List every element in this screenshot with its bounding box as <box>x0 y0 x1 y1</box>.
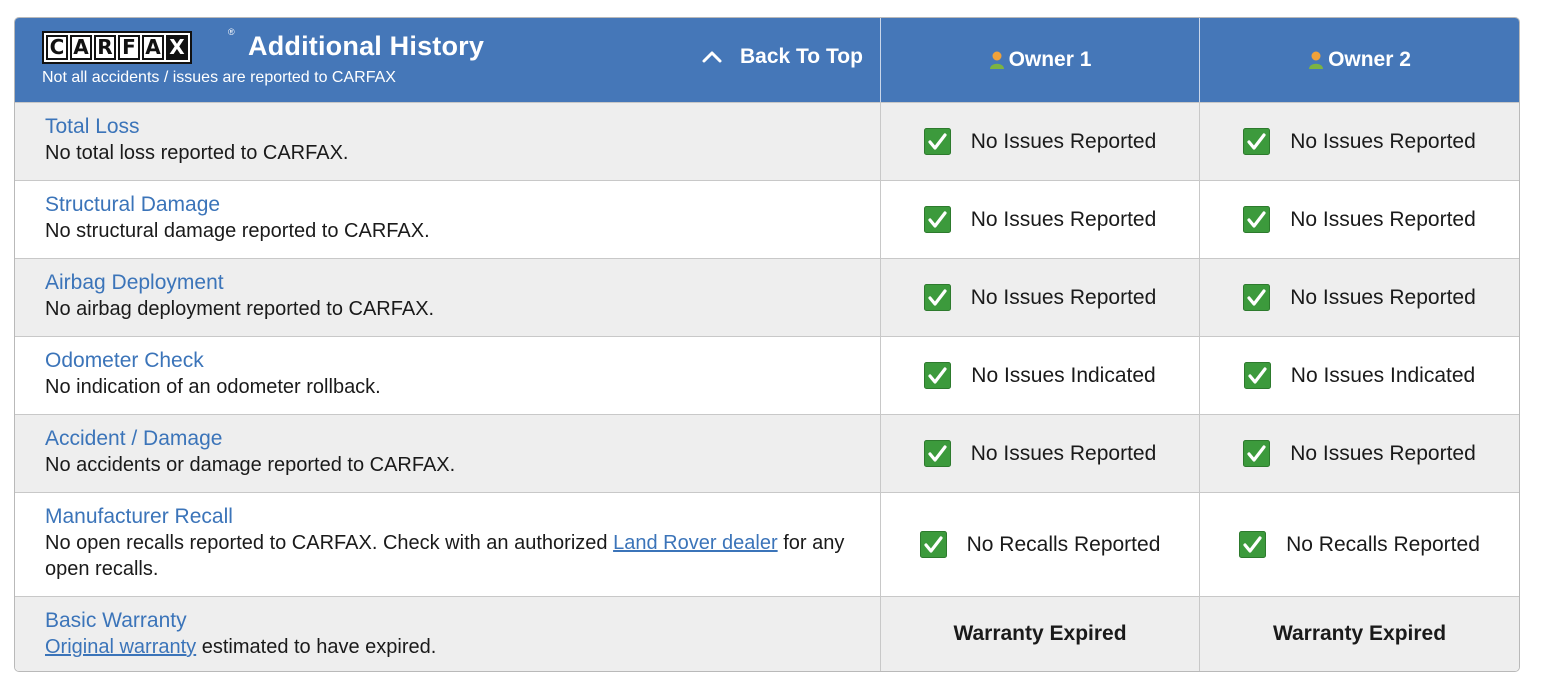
description-text: estimated to have expired. <box>196 636 437 658</box>
green-check-icon <box>1243 284 1271 311</box>
registered-mark: ® <box>228 27 235 37</box>
status-text: Warranty Expired <box>953 622 1127 645</box>
table-header: C A R F A X ® Additional History Not all… <box>15 18 881 102</box>
green-check-icon <box>923 128 951 155</box>
back-to-top-link[interactable]: Back To Top <box>701 45 863 69</box>
owner-1-status: No Recalls Reported <box>881 492 1200 596</box>
table-row-label: Odometer Check No indication of an odome… <box>15 336 881 414</box>
row-title-link[interactable]: Manufacturer Recall <box>45 505 233 528</box>
additional-history-table: C A R F A X ® Additional History Not all… <box>14 17 1520 672</box>
owner-1-status: No Issues Reported <box>881 180 1200 258</box>
back-to-top-label: Back To Top <box>740 45 863 68</box>
table-row-label: Total Loss No total loss reported to CAR… <box>15 102 881 180</box>
green-check-icon <box>923 206 951 233</box>
person-icon <box>989 51 1004 69</box>
land-rover-dealer-link[interactable]: Land Rover dealer <box>613 532 778 554</box>
section-subtitle: Not all accidents / issues are reported … <box>42 69 396 86</box>
owner-1-status: No Issues Reported <box>881 258 1200 336</box>
green-check-icon <box>1243 206 1271 233</box>
row-title-link[interactable]: Airbag Deployment <box>45 271 224 294</box>
status-text: Warranty Expired <box>1272 622 1447 645</box>
owner-2-header: Owner 2 <box>1200 18 1519 102</box>
green-check-icon <box>1239 531 1267 558</box>
status-text: No Issues Reported <box>970 441 1157 465</box>
person-icon <box>1309 51 1324 69</box>
owner-2-label: Owner 2 <box>1328 48 1411 71</box>
row-title-link[interactable]: Odometer Check <box>45 349 204 372</box>
green-check-icon <box>1243 128 1271 155</box>
green-check-icon <box>1243 362 1271 389</box>
green-check-icon <box>924 362 952 389</box>
status-text: No Issues Reported <box>1290 129 1476 153</box>
owner-2-status: No Issues Reported <box>1200 102 1519 180</box>
logo-letter: A <box>142 35 164 60</box>
owner-1-label: Owner 1 <box>1008 48 1092 71</box>
description-text: for any open recalls. <box>45 532 845 580</box>
owner-1-status: No Issues Reported <box>881 102 1200 180</box>
status-text: No Issues Reported <box>970 207 1157 231</box>
original-warranty-link[interactable]: Original warranty <box>45 636 197 658</box>
table-row-label: Accident / Damage No accidents or damage… <box>15 414 881 492</box>
status-text: No Issues Reported <box>1290 207 1476 231</box>
owner-1-status: No Issues Indicated <box>881 336 1200 414</box>
green-check-icon <box>919 531 947 558</box>
section-title: Additional History <box>248 31 485 61</box>
status-text: No Recalls Reported <box>966 532 1161 556</box>
row-description: No structural damage reported to CARFAX. <box>45 220 430 242</box>
chevron-up-icon <box>702 51 722 63</box>
status-text: No Issues Indicated <box>971 363 1156 387</box>
row-title-link[interactable]: Accident / Damage <box>45 427 223 450</box>
row-description: No total loss reported to CARFAX. <box>45 142 349 164</box>
owner-2-status: No Issues Reported <box>1200 258 1519 336</box>
logo-letter: R <box>94 35 116 60</box>
owner-2-status: Warranty Expired <box>1200 596 1519 671</box>
owner-2-status: No Issues Indicated <box>1200 336 1519 414</box>
carfax-logo: C A R F A X <box>42 31 192 64</box>
owner-1-status: No Issues Reported <box>881 414 1200 492</box>
status-text: No Issues Indicated <box>1290 363 1476 387</box>
owner-2-status: No Issues Reported <box>1200 414 1519 492</box>
row-description: No open recalls reported to CARFAX. Chec… <box>45 530 868 582</box>
row-title-link[interactable]: Basic Warranty <box>45 609 187 632</box>
logo-letter: X <box>166 35 188 60</box>
owner-1-header: Owner 1 <box>881 18 1200 102</box>
table-row-label: Airbag Deployment No airbag deployment r… <box>15 258 881 336</box>
table-row-label: Basic Warranty Original warranty estimat… <box>15 596 881 671</box>
logo-letter: A <box>70 35 92 60</box>
owner-2-status: No Recalls Reported <box>1200 492 1519 596</box>
description-text: No open recalls reported to CARFAX. Chec… <box>45 532 614 554</box>
row-description: No accidents or damage reported to CARFA… <box>45 454 456 476</box>
owner-2-status: No Issues Reported <box>1200 180 1519 258</box>
green-check-icon <box>923 284 951 311</box>
row-description: No airbag deployment reported to CARFAX. <box>45 298 435 320</box>
status-text: No Issues Reported <box>1290 285 1476 309</box>
row-title-link[interactable]: Structural Damage <box>45 193 221 216</box>
status-text: No Issues Reported <box>970 129 1157 153</box>
green-check-icon <box>1243 440 1271 467</box>
green-check-icon <box>923 440 951 467</box>
row-description: No indication of an odometer rollback. <box>45 376 381 398</box>
logo-letter: F <box>118 35 140 60</box>
row-description: Original warranty estimated to have expi… <box>45 634 868 660</box>
table-row-label: Manufacturer Recall No open recalls repo… <box>15 492 881 596</box>
table-row-label: Structural Damage No structural damage r… <box>15 180 881 258</box>
status-text: No Recalls Reported <box>1286 532 1480 556</box>
owner-1-status: Warranty Expired <box>881 596 1200 671</box>
logo-letter: C <box>46 35 68 60</box>
status-text: No Issues Reported <box>1290 441 1476 465</box>
row-title-link[interactable]: Total Loss <box>45 115 140 138</box>
status-text: No Issues Reported <box>970 285 1157 309</box>
